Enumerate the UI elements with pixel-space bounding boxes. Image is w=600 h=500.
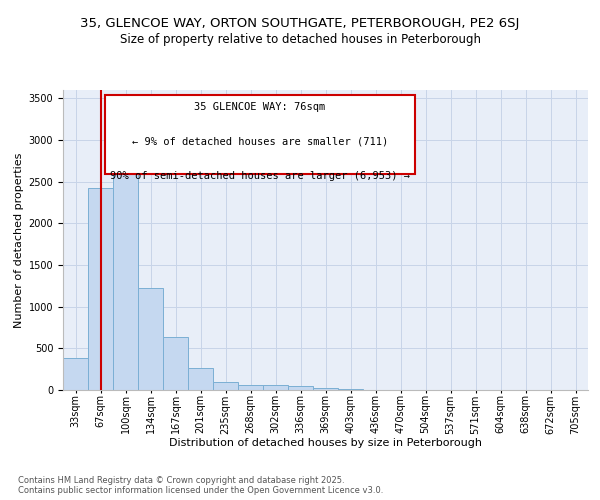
X-axis label: Distribution of detached houses by size in Peterborough: Distribution of detached houses by size … [169, 438, 482, 448]
Bar [88, 188, 113, 390]
Bar [138, 288, 163, 390]
Bar [338, 389, 363, 390]
Text: Size of property relative to detached houses in Peterborough: Size of property relative to detached ho… [119, 32, 481, 46]
Text: 35, GLENCOE WAY, ORTON SOUTHGATE, PETERBOROUGH, PE2 6SJ: 35, GLENCOE WAY, ORTON SOUTHGATE, PETERB… [80, 18, 520, 30]
Bar [313, 388, 338, 390]
Bar [213, 382, 238, 390]
Text: Contains HM Land Registry data © Crown copyright and database right 2025.: Contains HM Land Registry data © Crown c… [18, 476, 344, 485]
Bar [63, 358, 88, 390]
Bar [263, 386, 288, 390]
Bar [113, 172, 138, 390]
FancyBboxPatch shape [105, 94, 415, 174]
Text: 35 GLENCOE WAY: 76sqm: 35 GLENCOE WAY: 76sqm [194, 102, 325, 112]
Y-axis label: Number of detached properties: Number of detached properties [14, 152, 25, 328]
Bar [238, 384, 263, 390]
Text: Contains public sector information licensed under the Open Government Licence v3: Contains public sector information licen… [18, 486, 383, 495]
Bar [188, 368, 213, 390]
Bar [163, 336, 188, 390]
Text: 90% of semi-detached houses are larger (6,953) →: 90% of semi-detached houses are larger (… [110, 171, 410, 181]
Bar [288, 386, 313, 390]
Text: ← 9% of detached houses are smaller (711): ← 9% of detached houses are smaller (711… [132, 136, 388, 146]
